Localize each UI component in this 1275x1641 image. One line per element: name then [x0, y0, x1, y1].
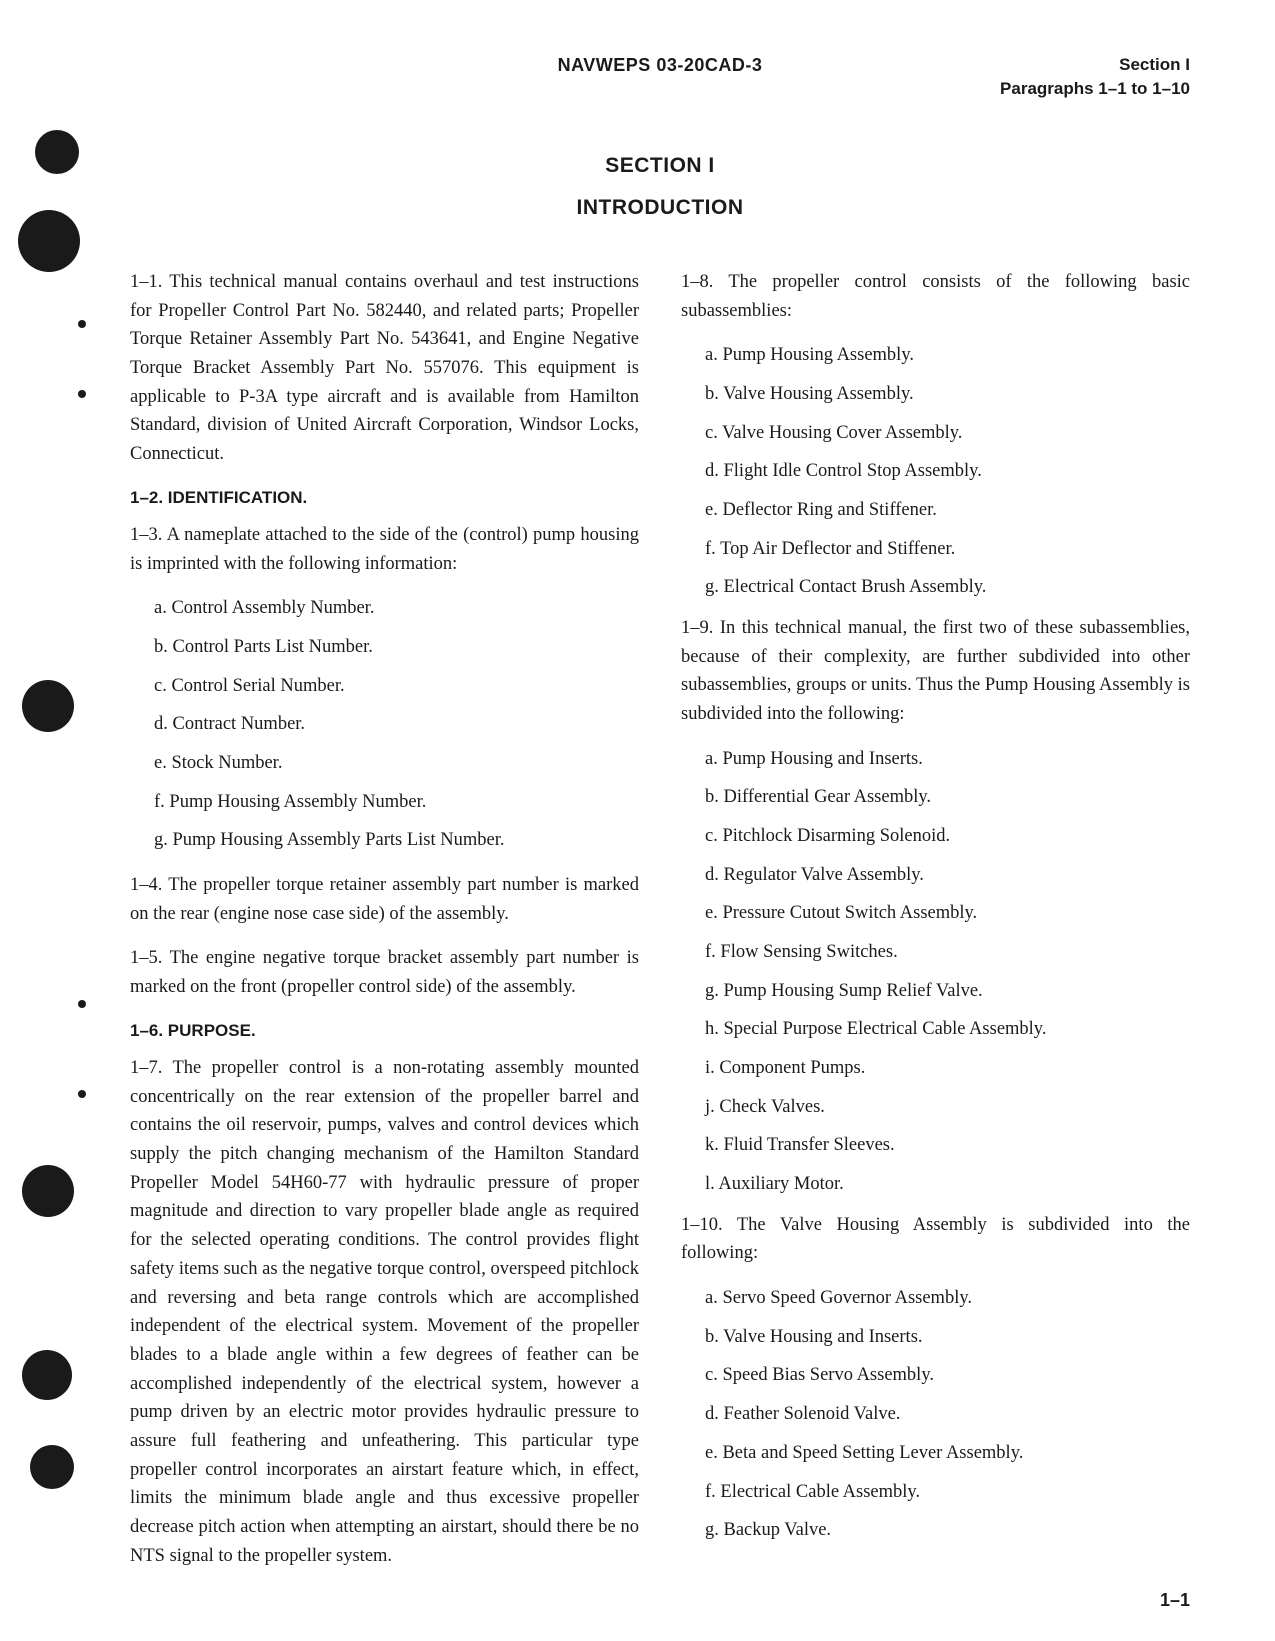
list-1-10: a. Servo Speed Governor Assembly. b. Valv…: [681, 1284, 1190, 1545]
list-item: a. Control Assembly Number.: [154, 594, 639, 623]
list-item: g. Pump Housing Sump Relief Valve.: [705, 977, 1190, 1006]
list-item: e. Stock Number.: [154, 749, 639, 778]
list-item: g. Backup Valve.: [705, 1516, 1190, 1545]
page-number: 1–1: [1160, 1590, 1190, 1611]
binder-hole-icon: [22, 1350, 72, 1400]
scan-speck-icon: [78, 1000, 86, 1008]
section-number: SECTION I: [130, 154, 1190, 178]
list-item: d. Feather Solenoid Valve.: [705, 1400, 1190, 1429]
list-1-3: a. Control Assembly Number. b. Control Pa…: [130, 594, 639, 855]
list-item: c. Control Serial Number.: [154, 672, 639, 701]
section-label: Section I: [1119, 55, 1190, 75]
list-item: f. Electrical Cable Assembly.: [705, 1478, 1190, 1507]
list-item: l. Auxiliary Motor.: [705, 1170, 1190, 1199]
heading-1-6: 1–6. PURPOSE.: [130, 1018, 639, 1044]
list-item: g. Pump Housing Assembly Parts List Numb…: [154, 826, 639, 855]
para-1-5: 1–5. The engine negative torque bracket …: [130, 944, 639, 1001]
para-1-1: 1–1. This technical manual contains over…: [130, 268, 639, 469]
heading-1-2: 1–2. IDENTIFICATION.: [130, 485, 639, 511]
list-item: c. Speed Bias Servo Assembly.: [705, 1361, 1190, 1390]
para-1-3: 1–3. A nameplate attached to the side of…: [130, 521, 639, 578]
list-item: b. Valve Housing and Inserts.: [705, 1323, 1190, 1352]
list-item: d. Flight Idle Control Stop Assembly.: [705, 457, 1190, 486]
list-item: d. Regulator Valve Assembly.: [705, 861, 1190, 890]
list-item: h. Special Purpose Electrical Cable Asse…: [705, 1015, 1190, 1044]
list-item: f. Top Air Deflector and Stiffener.: [705, 535, 1190, 564]
header-row: NAVWEPS 03-20CAD-3 Section I: [130, 55, 1190, 75]
body-columns: 1–1. This technical manual contains over…: [130, 268, 1190, 1572]
list-item: c. Valve Housing Cover Assembly.: [705, 419, 1190, 448]
para-1-10: 1–10. The Valve Housing Assembly is subd…: [681, 1211, 1190, 1268]
list-1-8: a. Pump Housing Assembly. b. Valve Housin…: [681, 341, 1190, 602]
list-item: k. Fluid Transfer Sleeves.: [705, 1131, 1190, 1160]
list-item: e. Deflector Ring and Stiffener.: [705, 496, 1190, 525]
para-1-7: 1–7. The propeller control is a non-rota…: [130, 1054, 639, 1570]
list-item: b. Control Parts List Number.: [154, 633, 639, 662]
list-item: e. Beta and Speed Setting Lever Assembly…: [705, 1439, 1190, 1468]
list-item: c. Pitchlock Disarming Solenoid.: [705, 822, 1190, 851]
list-item: e. Pressure Cutout Switch Assembly.: [705, 899, 1190, 928]
list-item: a. Pump Housing Assembly.: [705, 341, 1190, 370]
binder-hole-icon: [30, 1445, 74, 1489]
doc-id: NAVWEPS 03-20CAD-3: [558, 55, 763, 76]
scan-speck-icon: [78, 320, 86, 328]
list-item: b. Differential Gear Assembly.: [705, 783, 1190, 812]
list-item: i. Component Pumps.: [705, 1054, 1190, 1083]
binder-hole-icon: [22, 1165, 74, 1217]
binder-hole-icon: [35, 130, 79, 174]
list-item: b. Valve Housing Assembly.: [705, 380, 1190, 409]
list-item: g. Electrical Contact Brush Assembly.: [705, 573, 1190, 602]
list-item: a. Pump Housing and Inserts.: [705, 745, 1190, 774]
section-name: INTRODUCTION: [130, 196, 1190, 220]
binder-hole-icon: [22, 680, 74, 732]
paragraph-range: Paragraphs 1–1 to 1–10: [130, 79, 1190, 99]
list-item: d. Contract Number.: [154, 710, 639, 739]
list-item: f. Flow Sensing Switches.: [705, 938, 1190, 967]
scan-speck-icon: [78, 1090, 86, 1098]
list-item: j. Check Valves.: [705, 1093, 1190, 1122]
para-1-8: 1–8. The propeller control consists of t…: [681, 268, 1190, 325]
para-1-4: 1–4. The propeller torque retainer assem…: [130, 871, 639, 928]
list-item: f. Pump Housing Assembly Number.: [154, 788, 639, 817]
list-1-9: a. Pump Housing and Inserts. b. Different…: [681, 745, 1190, 1199]
page-content: NAVWEPS 03-20CAD-3 Section I Paragraphs …: [130, 55, 1190, 1572]
scan-speck-icon: [78, 390, 86, 398]
binder-hole-icon: [18, 210, 80, 272]
para-1-9: 1–9. In this technical manual, the first…: [681, 614, 1190, 729]
list-item: a. Servo Speed Governor Assembly.: [705, 1284, 1190, 1313]
